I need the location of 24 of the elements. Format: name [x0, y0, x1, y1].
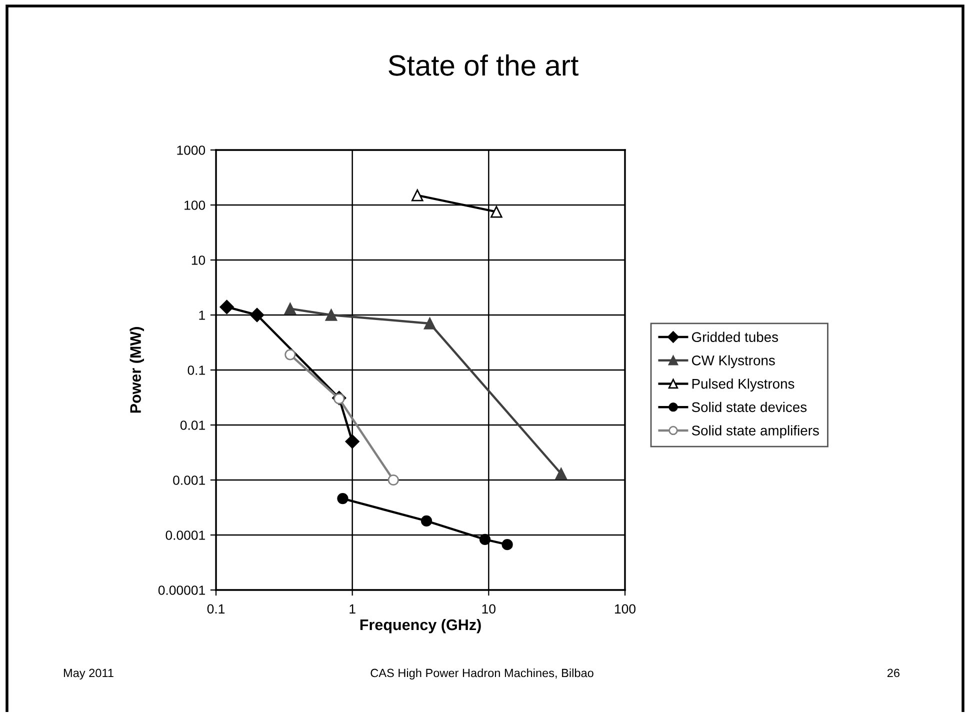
x-tick-label: 0.1	[207, 604, 225, 614]
x-tick-label: 1	[350, 604, 356, 614]
y-tick-label: 0.1	[188, 366, 205, 375]
x-tick-label: 100	[615, 604, 636, 614]
y-tick-label: 0.001	[173, 476, 205, 485]
legend-label: Pulsed Klystrons	[692, 378, 794, 392]
y-tick-label: 0.0001	[166, 530, 205, 540]
y-tick-label: 0.01	[180, 420, 205, 430]
legend-label: Solid state amplifiers	[692, 425, 819, 438]
y-tick-label: 1	[199, 310, 205, 320]
y-tick-label: 0.00001	[158, 586, 205, 595]
x-axis-title: Frequency (GHz)	[360, 618, 481, 634]
x-tick-label: 10	[482, 604, 496, 614]
y-tick-label: 10	[192, 256, 206, 265]
legend-label: Gridded tubes	[692, 332, 778, 342]
y-tick-label: 1000	[177, 146, 206, 155]
text: 26	[887, 668, 900, 678]
legend-label: Solid state devices	[692, 402, 807, 412]
text: May 2011	[64, 668, 114, 680]
legend-label: CW Klystrons	[692, 355, 775, 368]
text: CAS High Power Hadron Machines, Bilbao	[370, 668, 594, 680]
y-tick-label: 100	[184, 200, 206, 210]
y-axis-title: Power (MW)	[130, 327, 144, 413]
chart-title: State of the art	[388, 54, 578, 76]
